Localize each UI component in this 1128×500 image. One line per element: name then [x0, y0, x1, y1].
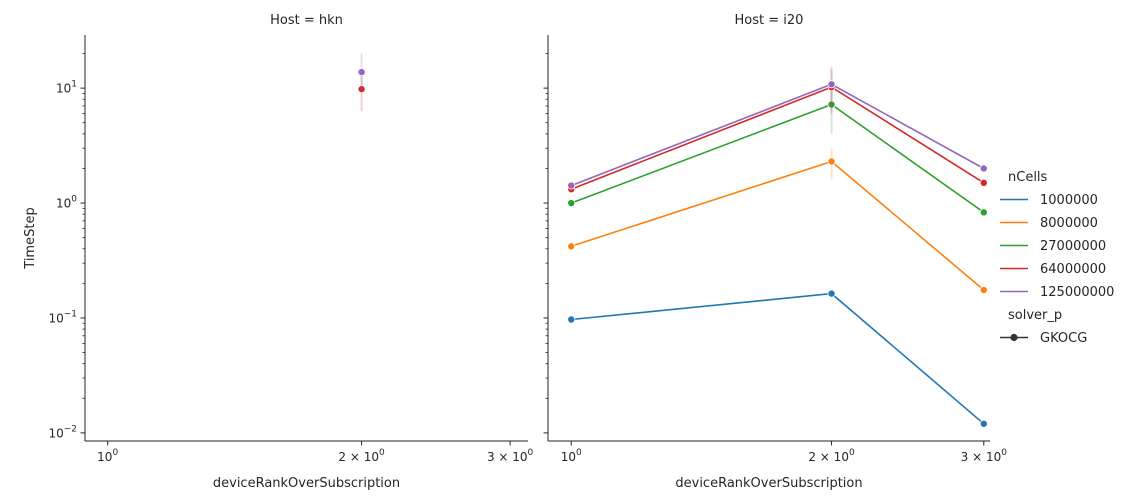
y-tick-label-exponent: 1 [71, 80, 77, 90]
x-tick-label: 3 × 100 [487, 448, 534, 464]
y-tick-label: 10−2 [48, 424, 77, 440]
data-point [827, 100, 836, 109]
x-tick-label: 100 [561, 448, 582, 464]
data-point [567, 242, 576, 251]
y-tick-label-exponent: −2 [64, 424, 77, 434]
legend-entry: 27000000 [1040, 239, 1106, 254]
x-tick-label: 100 [97, 448, 118, 464]
y-tick-label: 10−1 [48, 309, 77, 325]
data-point [567, 199, 576, 208]
x-tick-label-base: 2 × 10 [338, 450, 379, 464]
x-tick-label-exponent: 0 [379, 448, 385, 458]
data-point [827, 289, 836, 298]
legend-title: nCells [1008, 170, 1048, 185]
x-tick-label-base: 10 [561, 450, 576, 464]
x-tick-label-exponent: 0 [112, 448, 118, 458]
x-tick-label-exponent: 0 [849, 448, 855, 458]
x-tick-label: 2 × 100 [338, 448, 385, 464]
y-axis-label: TimeStep [23, 207, 38, 269]
data-point [979, 419, 988, 428]
x-tick-label: 3 × 100 [961, 448, 1008, 464]
y-tick-label: 100 [56, 195, 77, 211]
data-point [567, 181, 576, 190]
facet-title: Host = i20 [735, 13, 804, 28]
legend-style-title: solver_p [1008, 308, 1062, 323]
y-tick-label-base: 10 [48, 426, 63, 440]
x-tick-label-exponent: 0 [1001, 448, 1007, 458]
y-tick-label: 101 [56, 80, 77, 96]
legend-entry: 1000000 [1040, 193, 1098, 208]
legend-entry: 125000000 [1040, 285, 1114, 300]
series-27000000 [567, 83, 988, 217]
data-point [827, 157, 836, 166]
y-tick-label-base: 10 [56, 82, 71, 96]
series-125000000 [357, 53, 366, 91]
data-point [357, 68, 366, 77]
facet-title: Host = hkn [270, 13, 343, 28]
legend: nCells 1000000 8000000 27000000 64000000 1250… [1000, 170, 1114, 346]
y-tick-label-base: 10 [56, 197, 71, 211]
x-tick-label-base: 3 × 10 [961, 450, 1002, 464]
data-point [979, 178, 988, 187]
data-point [827, 80, 836, 89]
series-1000000 [567, 289, 988, 428]
y-tick-label-exponent: −1 [64, 309, 77, 319]
data-point [979, 208, 988, 217]
series-64000000 [357, 73, 366, 112]
data-point [357, 85, 366, 94]
x-tick-label-base: 10 [97, 450, 112, 464]
y-tick-label-exponent: 0 [71, 195, 77, 205]
data-point [567, 315, 576, 324]
x-tick-label-exponent: 0 [576, 448, 582, 458]
x-tick-label-exponent: 0 [528, 448, 534, 458]
legend-style-entry: GKOCG [1040, 331, 1087, 346]
x-tick-label-base: 3 × 10 [487, 450, 528, 464]
x-axis-label: deviceRankOverSubscription [675, 476, 862, 491]
data-point [979, 164, 988, 173]
legend-style-marker [1010, 333, 1018, 342]
data-point [979, 286, 988, 295]
y-tick-label-base: 10 [48, 311, 63, 325]
x-tick-label: 2 × 100 [808, 448, 855, 464]
series-8000000 [567, 148, 988, 295]
series-125000000 [567, 66, 988, 190]
x-axis-label: deviceRankOverSubscription [213, 476, 400, 491]
legend-entry: 8000000 [1040, 216, 1098, 231]
x-tick-label-base: 2 × 10 [808, 450, 849, 464]
legend-entry: 64000000 [1040, 262, 1106, 277]
